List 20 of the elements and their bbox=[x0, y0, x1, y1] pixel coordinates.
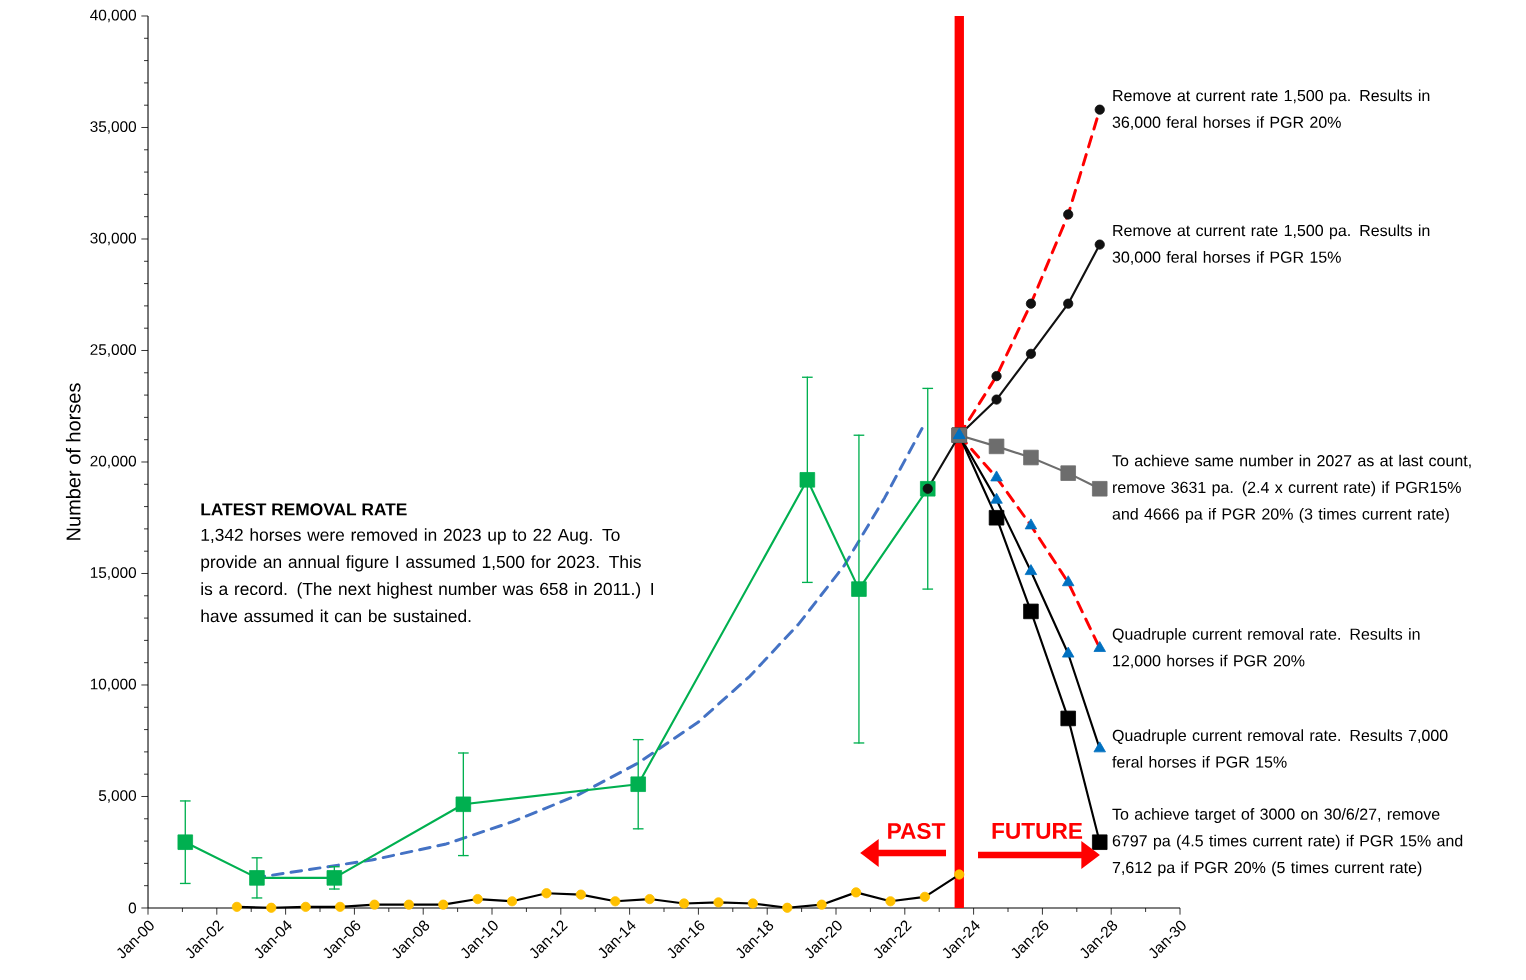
y-tick-label: 15,000 bbox=[90, 567, 137, 580]
y-tick-label: 30,000 bbox=[90, 232, 137, 246]
y-tick-label: 40,000 bbox=[90, 9, 137, 23]
annotation: Remove at current rate 1,500 pa. Results in 36,000 feral horses if PGR 20% bbox=[1112, 89, 1430, 130]
annotation: Remove at current rate 1,500 pa. Results in 30,000 feral horses if PGR 15% bbox=[1112, 224, 1430, 265]
annotation: To achieve same number in 2027 as at last count, remove 3631 pa. (2.4 x current rate) if PGR15% and 4666 pa if PGR 20% (3 times current rate) bbox=[1112, 454, 1471, 523]
annotation: Quadruple current removal rate. Results 7,000 feral horses if PGR 15% bbox=[1112, 729, 1448, 768]
annotation: PAST bbox=[888, 822, 946, 840]
y-tick-label: 25,000 bbox=[90, 344, 137, 357]
y-tick-label: 10,000 bbox=[90, 678, 137, 692]
annotation: To achieve target of 3000 on 30/6/27, remove 6797 pa (4.5 times current rate) if PGR 15% and 7,612 pa if PGR 20% (5 times current rate) bbox=[1112, 808, 1463, 877]
y-tick-label: 0 bbox=[128, 902, 137, 914]
annotation: Quadruple current removal rate. Results in 12,000 horses if PGR 20% bbox=[1112, 628, 1420, 669]
annotation: FUTURE bbox=[992, 823, 1083, 839]
y-tick-label: 5,000 bbox=[98, 790, 137, 803]
annotation: 1,342 horses were removed in 2023 up to 22 Aug. To provide an annual figure I assumed 1,500 for 2023. This is a record. (The next highest number was 658 in 2011.) I have assumed it can be sustained. bbox=[201, 528, 654, 623]
y-tick-label: 35,000 bbox=[90, 121, 137, 134]
y-tick-label: 20,000 bbox=[90, 455, 137, 469]
y-axis-title: Number of horses bbox=[65, 383, 81, 540]
annotation: LATEST REMOVAL RATE bbox=[201, 503, 407, 516]
